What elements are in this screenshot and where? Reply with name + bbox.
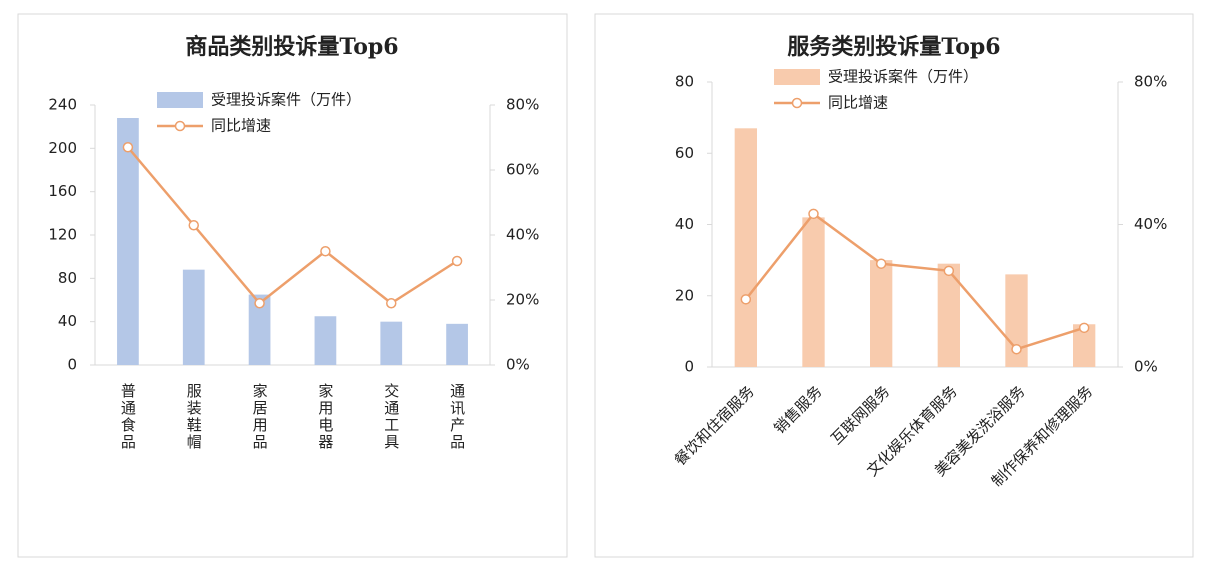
legend-swatch (174, 120, 186, 132)
x-tick-label: 交通工具 (382, 382, 400, 451)
line-marker (122, 142, 134, 153)
x-tick-label: 家用电器 (316, 383, 334, 451)
line-marker (254, 298, 265, 309)
x-tick-label: 通讯产品 (448, 383, 466, 451)
line-marker (808, 208, 819, 220)
x-tick-label: 家居用品 (251, 383, 269, 451)
x-tick-label: 服装鞋帽 (185, 383, 203, 451)
legend-swatch (157, 92, 203, 108)
bar (937, 263, 960, 367)
line-marker (451, 255, 463, 267)
y-tick-label: 80 (58, 269, 77, 287)
legend-label: 同比增速 (828, 94, 888, 112)
y-tick-label: 60 (675, 144, 694, 162)
bar (870, 260, 893, 367)
line-marker (875, 258, 887, 269)
x-tick-label: 普通食品 (119, 383, 137, 451)
bar (802, 217, 825, 367)
y2-tick-label: 80% (1134, 73, 1167, 91)
y2-tick-label: 80% (506, 96, 539, 114)
y-tick-label: 200 (48, 139, 77, 157)
chart-title: 服务类别投诉量Top6 (787, 34, 1000, 60)
legend-swatch (791, 97, 803, 109)
chart-title: 商品类别投诉量Top6 (185, 34, 398, 60)
y-tick-label: 160 (48, 182, 77, 200)
line (744, 212, 1085, 351)
y-tick-label: 40 (675, 215, 694, 233)
line-marker (386, 298, 397, 309)
line (126, 146, 458, 305)
y2-tick-label: 20% (506, 291, 539, 309)
y2-tick-label: 60% (506, 161, 539, 179)
line-marker (740, 294, 752, 305)
y-tick-label: 80 (675, 73, 694, 91)
y-tick-label: 120 (48, 226, 77, 244)
bar (182, 269, 205, 365)
line-marker (1078, 322, 1090, 334)
line-marker (1011, 343, 1022, 355)
bar (248, 294, 271, 365)
bar (380, 321, 403, 365)
y-tick-label: 20 (675, 286, 694, 304)
line-marker (943, 265, 955, 277)
line-marker (188, 220, 199, 231)
bar (446, 323, 468, 365)
y2-tick-label: 0% (506, 356, 530, 374)
y2-tick-label: 40% (506, 226, 539, 244)
y-tick-label: 240 (48, 96, 77, 114)
legend-label: 同比增速 (211, 117, 271, 135)
legend-label: 受理投诉案件（万件） (828, 68, 978, 86)
legend-swatch (774, 69, 820, 85)
y2-tick-label: 40% (1134, 215, 1167, 233)
y-tick-label: 0 (684, 358, 694, 376)
chart-panel (594, 13, 1194, 558)
y-tick-label: 40 (58, 312, 77, 330)
legend-label: 受理投诉案件（万件） (211, 91, 361, 109)
y-tick-label: 0 (67, 356, 77, 374)
y2-tick-label: 0% (1134, 358, 1158, 376)
bar (1073, 324, 1096, 367)
bar (314, 316, 337, 365)
bar (117, 118, 139, 365)
chart-panel (17, 13, 568, 558)
line-marker (320, 246, 331, 257)
bar (734, 128, 757, 367)
